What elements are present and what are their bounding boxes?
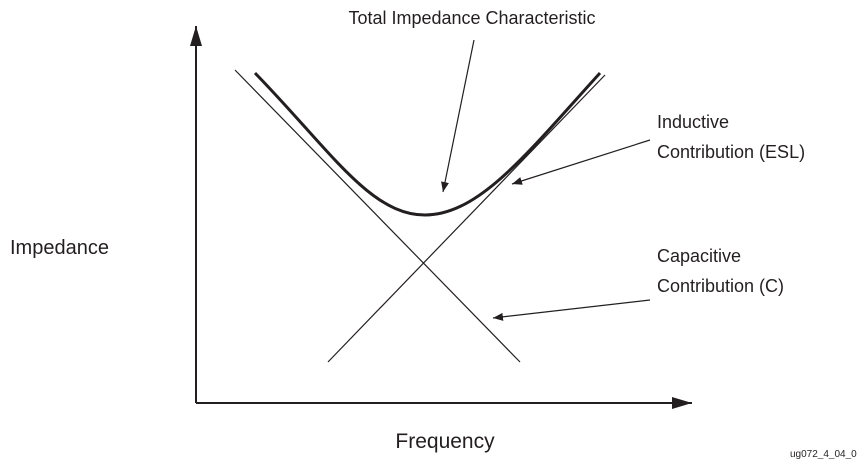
capacitive-line [234,69,521,363]
capacitive-pointer [492,299,651,321]
total-impedance-curve [253,71,602,217]
inductive-label: Contribution (ESL) [657,142,805,162]
inductive-line [327,74,606,363]
inductive-pointer [511,139,651,185]
pointers [441,39,651,321]
title-pointer [441,39,475,193]
capacitive-label: Contribution (C) [657,276,784,296]
capacitive-label: Capacitive [657,246,741,266]
inductive-label: Inductive [657,112,729,132]
axes [190,26,692,409]
x-axis-label: Frequency [395,430,495,453]
y-axis-label: Impedance [10,237,109,259]
figure-id: ug072_4_04_0 [790,449,857,459]
title: Total Impedance Characteristic [348,8,595,28]
